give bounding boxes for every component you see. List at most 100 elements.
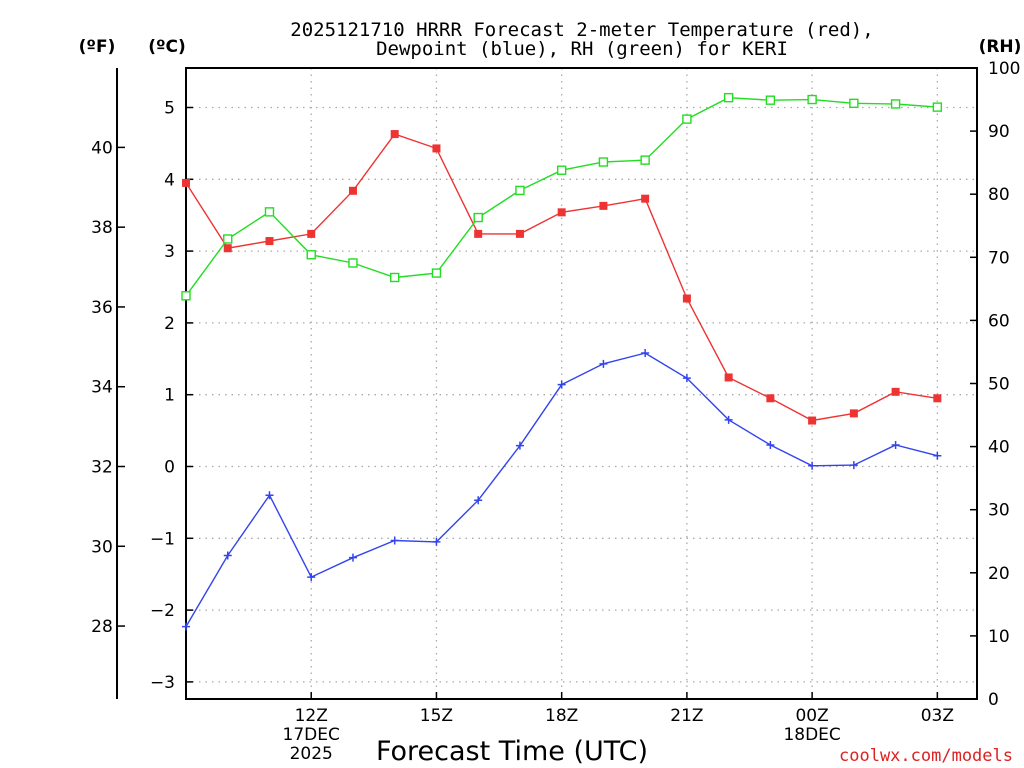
temperature-point	[515, 229, 524, 238]
x-tick-label: 17DEC	[283, 725, 340, 745]
celsius-tick-label: −3	[150, 673, 175, 693]
temperature-point	[348, 186, 357, 195]
dewpoint-point	[682, 374, 691, 383]
fahrenheit-tick-label: 36	[91, 298, 113, 318]
rh-point	[723, 92, 734, 103]
dewpoint-point	[599, 359, 608, 368]
rh-tick-label: 40	[988, 438, 1010, 458]
celsius-tick-label: −2	[150, 601, 175, 621]
temperature-point	[808, 416, 817, 425]
x-tick-label: 21Z	[670, 706, 703, 726]
temperature-point	[849, 409, 858, 418]
dewpoint-point	[474, 496, 483, 505]
rh-point	[598, 157, 609, 167]
rh-point	[515, 185, 525, 196]
x-tick-label: 18Z	[545, 706, 578, 726]
x-tick-label: 00Z	[795, 706, 828, 726]
fahrenheit-tick-label: 40	[91, 138, 113, 158]
rh-point	[890, 99, 901, 109]
x-axis-title: Forecast Time (UTC)	[376, 736, 648, 767]
dewpoint-point	[390, 536, 399, 545]
temperature-point	[724, 373, 733, 382]
axes: 28303234363840−3−2−101234501020304050607…	[91, 59, 1020, 764]
temperature-point	[474, 229, 483, 238]
x-tick-label: 12Z	[295, 706, 328, 726]
celsius-tick-label: 5	[164, 99, 175, 119]
rh-unit-label: (RH)	[979, 37, 1022, 57]
fahrenheit-tick-label: 34	[91, 378, 113, 398]
dewpoint-point	[348, 553, 357, 562]
fahrenheit-tick-label: 38	[91, 218, 113, 238]
temperature-point	[682, 294, 691, 303]
temperature-point	[557, 208, 566, 217]
fahrenheit-tick-label: 32	[91, 458, 113, 478]
temperature-point	[599, 201, 608, 210]
x-tick-label: 03Z	[921, 706, 954, 726]
grid-lines	[186, 68, 977, 699]
data-series	[181, 92, 943, 631]
plot-frame	[185, 67, 978, 700]
temperature-point	[766, 394, 775, 403]
celsius-tick-label: −1	[150, 529, 175, 549]
temperature-point	[182, 178, 190, 187]
rh-point	[765, 95, 776, 105]
fahrenheit-tick-label: 28	[91, 617, 113, 637]
temperature-point	[223, 244, 232, 253]
dewpoint-point	[265, 491, 274, 500]
temperature-point	[641, 194, 650, 203]
celsius-tick-label: 0	[164, 458, 175, 478]
rh-point	[932, 102, 943, 112]
rh-point	[181, 291, 191, 301]
dewpoint-point	[307, 573, 316, 582]
rh-tick-label: 70	[988, 248, 1010, 268]
fahrenheit-unit-label: (ºF)	[79, 37, 116, 57]
dewpoint-point	[432, 537, 441, 546]
temperature-point	[432, 144, 441, 153]
dewpoint-point	[808, 461, 817, 470]
rh-tick-label: 30	[988, 501, 1010, 521]
rh-tick-label: 60	[988, 311, 1010, 331]
chart-title-line-1: 2025121710 HRRR Forecast 2-meter Tempera…	[290, 19, 873, 41]
celsius-tick-label: 4	[164, 170, 175, 190]
temperature-point	[265, 237, 274, 246]
rh-point	[556, 165, 567, 175]
celsius-tick-label: 3	[164, 242, 175, 262]
rh-tick-label: 80	[988, 185, 1010, 205]
celsius-tick-label: 2	[164, 314, 175, 334]
dewpoint-point	[724, 415, 733, 424]
temperature-point	[307, 229, 316, 238]
x-tick-label: 2025	[290, 744, 333, 764]
dewpoint-point	[933, 451, 942, 460]
dewpoint-point	[182, 622, 190, 631]
rh-tick-label: 20	[988, 564, 1010, 584]
temperature-point	[933, 394, 942, 403]
fahrenheit-tick-label: 30	[91, 537, 113, 557]
rh-point	[348, 258, 358, 268]
rh-point	[807, 94, 817, 105]
chart-title-line-2: Dewpoint (blue), RH (green) for KERI	[376, 38, 788, 60]
rh-tick-label: 0	[988, 690, 999, 710]
dewpoint-point	[515, 441, 524, 450]
dewpoint-point	[766, 440, 775, 449]
celsius-unit-label: (ºC)	[148, 37, 186, 57]
dewpoint-point	[223, 551, 232, 560]
rh-tick-label: 100	[988, 59, 1020, 79]
rh-point	[390, 272, 400, 283]
chart-title: 2025121710 HRRR Forecast 2-meter Tempera…	[290, 19, 873, 60]
dewpoint-point	[891, 440, 900, 449]
rh-point	[223, 234, 233, 244]
rh-tick-label: 90	[988, 122, 1010, 142]
dewpoint-point	[557, 380, 566, 389]
temperature-point	[891, 387, 900, 396]
dewpoint-point	[849, 461, 858, 470]
rh-point	[849, 98, 859, 109]
rh-point	[473, 212, 483, 223]
rh-point	[306, 250, 316, 260]
x-tick-label: 15Z	[420, 706, 453, 726]
rh-point	[640, 155, 650, 165]
x-tick-label: 18DEC	[783, 725, 840, 745]
rh-tick-label: 50	[988, 375, 1010, 395]
dewpoint-point	[641, 349, 650, 358]
celsius-tick-label: 1	[164, 386, 175, 406]
